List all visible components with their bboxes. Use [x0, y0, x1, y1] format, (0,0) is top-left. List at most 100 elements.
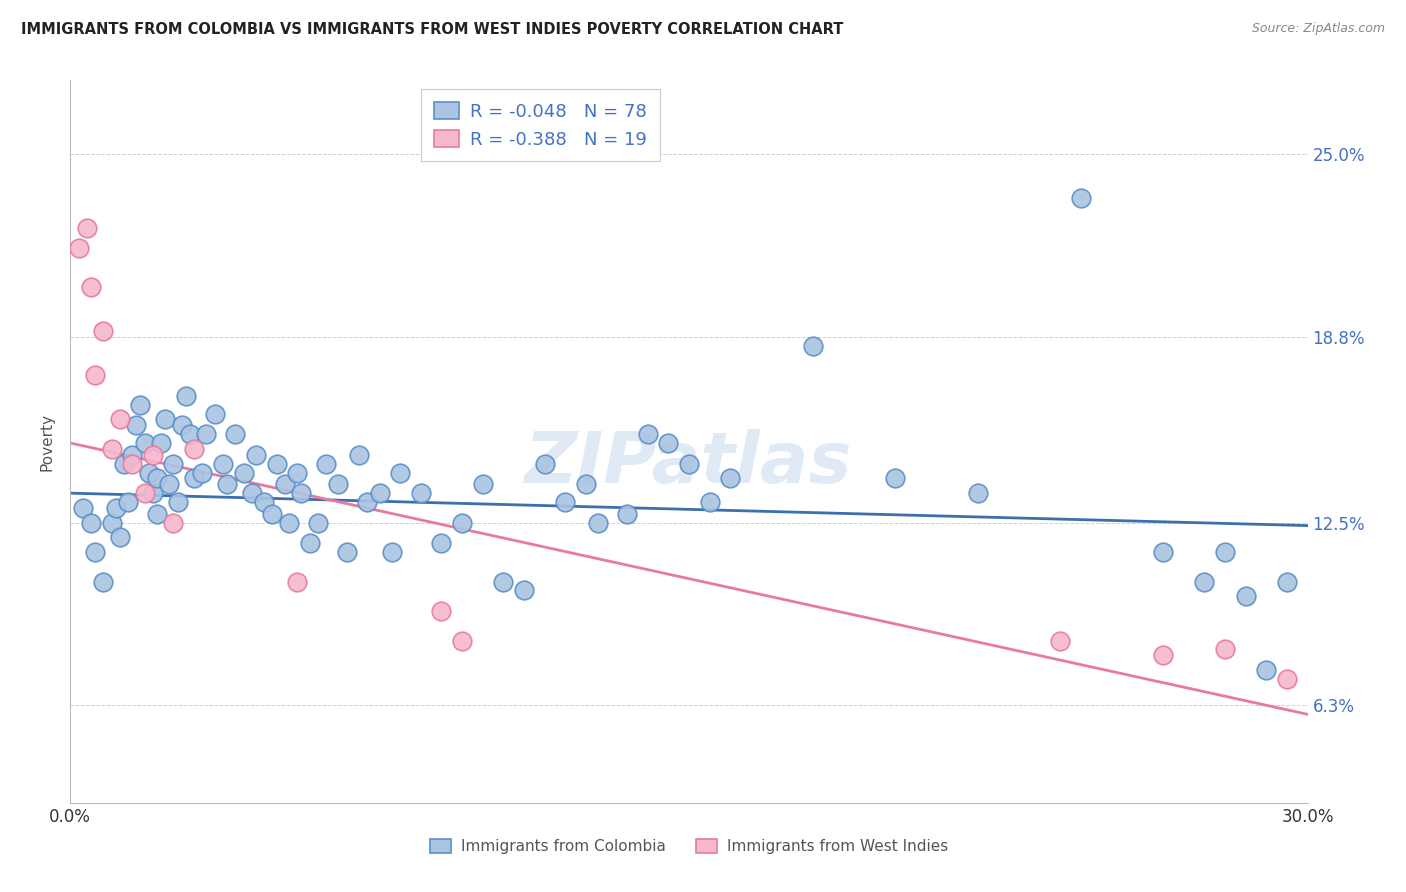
- Point: [328, 477, 350, 491]
- Point: [368, 486, 391, 500]
- Point: [389, 466, 412, 480]
- Point: [170, 418, 193, 433]
- Point: [138, 466, 160, 480]
- Point: [451, 633, 474, 648]
- Point: [166, 495, 188, 509]
- Text: ZIPatlas: ZIPatlas: [526, 429, 852, 498]
- Point: [430, 604, 453, 618]
- Point: [718, 471, 741, 485]
- Point: [451, 516, 474, 530]
- Point: [112, 457, 135, 471]
- Point: [174, 389, 197, 403]
- Point: [224, 427, 246, 442]
- Point: [513, 583, 536, 598]
- Point: [492, 574, 515, 589]
- Point: [212, 457, 235, 471]
- Point: [146, 471, 169, 485]
- Point: [1152, 545, 1174, 559]
- Point: [253, 495, 276, 509]
- Point: [108, 412, 131, 426]
- Point: [91, 574, 114, 589]
- Point: [801, 339, 824, 353]
- Point: [637, 427, 659, 442]
- Point: [285, 574, 308, 589]
- Point: [108, 530, 131, 544]
- Point: [381, 545, 404, 559]
- Point: [533, 457, 555, 471]
- Point: [1275, 672, 1298, 686]
- Point: [67, 241, 90, 255]
- Point: [1275, 574, 1298, 589]
- Text: Source: ZipAtlas.com: Source: ZipAtlas.com: [1251, 22, 1385, 36]
- Point: [100, 442, 122, 456]
- Point: [80, 279, 103, 293]
- Point: [150, 436, 173, 450]
- Y-axis label: Poverty: Poverty: [39, 412, 55, 471]
- Point: [162, 457, 184, 471]
- Point: [1049, 633, 1071, 648]
- Legend: Immigrants from Colombia, Immigrants from West Indies: Immigrants from Colombia, Immigrants fro…: [425, 832, 953, 860]
- Point: [142, 486, 165, 500]
- Point: [240, 486, 263, 500]
- Point: [232, 466, 254, 480]
- Point: [179, 427, 201, 442]
- Point: [315, 457, 337, 471]
- Point: [678, 457, 700, 471]
- Point: [183, 471, 205, 485]
- Point: [430, 536, 453, 550]
- Point: [153, 412, 176, 426]
- Point: [80, 516, 103, 530]
- Point: [657, 436, 679, 450]
- Point: [134, 486, 156, 500]
- Point: [142, 448, 165, 462]
- Point: [84, 545, 107, 559]
- Point: [245, 448, 267, 462]
- Point: [266, 457, 288, 471]
- Point: [307, 516, 329, 530]
- Point: [1152, 648, 1174, 663]
- Point: [274, 477, 297, 491]
- Point: [129, 398, 152, 412]
- Point: [191, 466, 214, 480]
- Point: [162, 516, 184, 530]
- Point: [1234, 590, 1257, 604]
- Point: [195, 427, 218, 442]
- Point: [298, 536, 321, 550]
- Point: [215, 477, 238, 491]
- Point: [347, 448, 370, 462]
- Point: [471, 477, 494, 491]
- Point: [277, 516, 299, 530]
- Point: [204, 407, 226, 421]
- Point: [72, 500, 94, 515]
- Point: [76, 220, 98, 235]
- Point: [104, 500, 127, 515]
- Point: [157, 477, 180, 491]
- Point: [117, 495, 139, 509]
- Point: [1194, 574, 1216, 589]
- Point: [1213, 642, 1236, 657]
- Point: [1256, 663, 1278, 677]
- Point: [100, 516, 122, 530]
- Point: [134, 436, 156, 450]
- Point: [121, 457, 143, 471]
- Point: [409, 486, 432, 500]
- Point: [616, 507, 638, 521]
- Point: [285, 466, 308, 480]
- Point: [1213, 545, 1236, 559]
- Point: [84, 368, 107, 383]
- Point: [356, 495, 378, 509]
- Point: [699, 495, 721, 509]
- Point: [262, 507, 284, 521]
- Point: [121, 448, 143, 462]
- Point: [554, 495, 576, 509]
- Point: [1070, 191, 1092, 205]
- Point: [884, 471, 907, 485]
- Point: [336, 545, 359, 559]
- Point: [586, 516, 609, 530]
- Point: [183, 442, 205, 456]
- Point: [146, 507, 169, 521]
- Point: [966, 486, 988, 500]
- Point: [290, 486, 312, 500]
- Text: IMMIGRANTS FROM COLOMBIA VS IMMIGRANTS FROM WEST INDIES POVERTY CORRELATION CHAR: IMMIGRANTS FROM COLOMBIA VS IMMIGRANTS F…: [21, 22, 844, 37]
- Point: [575, 477, 598, 491]
